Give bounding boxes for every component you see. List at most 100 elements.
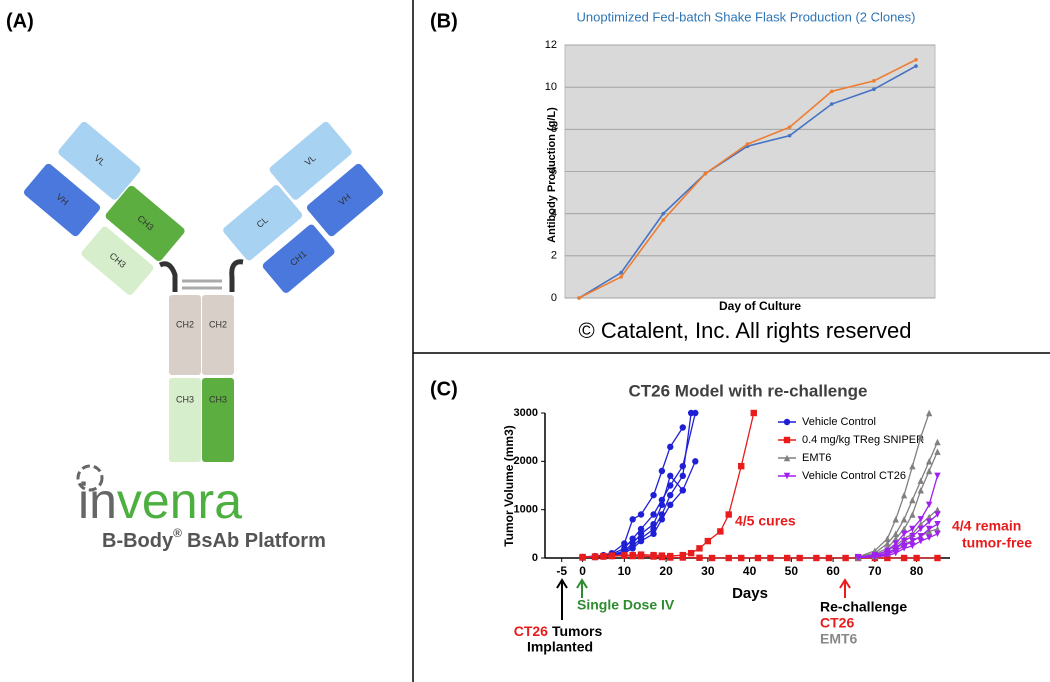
data-point <box>884 540 891 547</box>
data-point <box>909 537 916 545</box>
legend-marker <box>783 436 791 444</box>
data-point <box>829 102 834 106</box>
data-point <box>658 467 666 475</box>
data-point <box>934 438 941 446</box>
data-point <box>909 511 916 518</box>
data-point <box>892 535 899 542</box>
legend-label: 0.4 mg/kg TReg SNIPER <box>802 434 924 446</box>
annotation-part: CT26 <box>514 623 548 639</box>
data-point <box>900 554 908 562</box>
data-point <box>629 545 636 552</box>
data-point <box>696 545 703 552</box>
data-point <box>783 554 791 562</box>
tagline-part: BsAb Platform <box>187 530 326 552</box>
x-axis-label: Day of Culture <box>719 299 801 313</box>
data-point <box>591 553 599 561</box>
data-point <box>892 549 899 557</box>
panel-label: (B) <box>430 10 458 32</box>
data-point <box>679 424 686 431</box>
data-point <box>813 554 820 562</box>
data-point <box>825 554 833 562</box>
arrows <box>556 578 851 620</box>
data-point <box>679 554 686 561</box>
data-point <box>667 482 674 489</box>
tagline: B-Body® BsAb Platform <box>102 526 326 552</box>
data-point <box>725 511 732 518</box>
tagline-part: ® <box>173 526 182 540</box>
data-point <box>892 516 899 523</box>
domain-label: CH3 <box>176 394 194 404</box>
data-point <box>629 535 636 542</box>
data-point <box>909 533 916 540</box>
data-point <box>629 516 636 523</box>
data-point <box>909 496 916 504</box>
data-point <box>621 552 628 559</box>
data-point <box>577 296 581 300</box>
data-point <box>658 516 666 523</box>
data-point <box>579 554 586 561</box>
data-point <box>909 462 916 470</box>
x-tick-label: 10 <box>618 564 632 578</box>
y-tick-label: 0 <box>551 292 557 304</box>
x-axis-label: Days <box>732 585 768 602</box>
antibody-diagram: VL VH CH3 CH3 VL VH CL CH1 CH2 CH2 CH3 C… <box>23 121 384 462</box>
annotation: Implanted <box>527 639 593 655</box>
data-point <box>900 491 908 499</box>
data-point <box>738 554 745 562</box>
data-point <box>650 511 657 518</box>
series-line <box>582 554 938 559</box>
data-point <box>692 458 699 465</box>
data-point <box>696 554 703 561</box>
x-tick-label: 20 <box>659 564 673 578</box>
data-point <box>725 554 732 562</box>
data-point <box>909 525 916 533</box>
chart-title: Unoptimized Fed-batch Shake Flask Produc… <box>577 9 916 24</box>
data-point <box>667 554 674 561</box>
panel-label: (A) <box>6 10 34 32</box>
data-point <box>934 520 941 528</box>
data-point <box>658 553 666 561</box>
data-point <box>934 472 941 480</box>
data-point <box>854 554 862 561</box>
y-tick-label: 3000 <box>514 407 538 419</box>
annotation: CT26 Tumors <box>514 623 603 639</box>
annotation: 4/5 cures <box>735 513 796 529</box>
data-point <box>796 554 803 562</box>
data-point <box>661 211 666 216</box>
data-point <box>925 525 933 533</box>
y-tick-label: 10 <box>545 81 557 93</box>
data-point <box>892 540 899 547</box>
data-point <box>745 142 750 146</box>
y-tick-label: 1000 <box>514 504 538 516</box>
data-point <box>704 537 712 545</box>
data-point <box>658 501 666 509</box>
data-point <box>637 530 645 538</box>
series-line <box>857 412 930 558</box>
domain-label: CH3 <box>209 394 227 404</box>
data-point <box>679 472 686 480</box>
chart-title: CT26 Model with re-challenge <box>629 381 868 400</box>
annotation: EMT6 <box>820 631 858 647</box>
data-point <box>900 530 908 538</box>
y-axis-label: Antibody Production (g/L) <box>546 107 558 243</box>
data-point <box>621 540 628 547</box>
logo: invenra B-Body® BsAb Platform <box>76 464 326 552</box>
data-point <box>934 511 941 518</box>
legend-marker <box>783 418 791 426</box>
data-point <box>637 525 645 533</box>
data-point <box>917 525 924 533</box>
data-point <box>917 537 924 545</box>
annotation: tumor-free <box>962 535 1032 551</box>
data-point <box>754 554 762 562</box>
data-point <box>884 535 891 542</box>
data-point <box>679 487 686 494</box>
data-point <box>871 553 879 561</box>
data-point <box>892 530 899 538</box>
data-point <box>650 491 657 499</box>
annotation: CT26 <box>820 615 854 631</box>
data-point <box>917 516 924 523</box>
domain-label: CH2 <box>209 319 227 329</box>
annotation: 4/4 remain <box>952 518 1021 534</box>
data-point <box>787 125 792 130</box>
